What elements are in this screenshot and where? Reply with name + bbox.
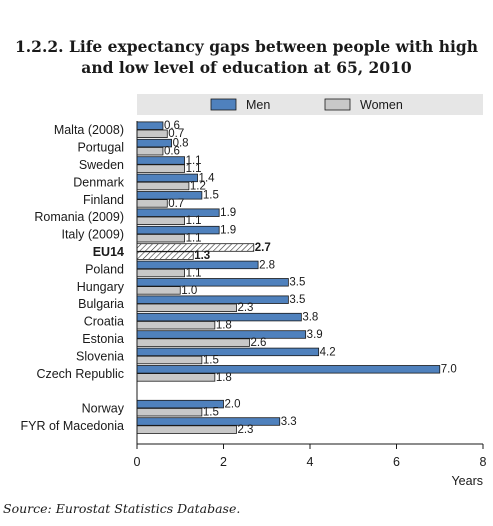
category-label-malta-2008: Malta (2008) bbox=[54, 123, 124, 137]
value-label-women-malta-2008: 0.7 bbox=[168, 128, 184, 140]
bar-women-malta-2008 bbox=[136, 129, 168, 138]
bar-women-czech-republic bbox=[136, 373, 216, 382]
bar-women-italy-2009 bbox=[136, 233, 185, 243]
value-label-women-estonia: 2.6 bbox=[250, 337, 266, 349]
bar-women-norway bbox=[136, 407, 203, 417]
x-tick-label-4: 4 bbox=[307, 455, 314, 469]
value-label-women-hungary: 1.0 bbox=[181, 285, 197, 297]
value-label-women-italy-2009: 1.1 bbox=[186, 233, 202, 245]
value-label-men-finland: 1.5 bbox=[203, 190, 219, 202]
value-label-men-denmark: 1.4 bbox=[199, 172, 216, 184]
bar-women-poland bbox=[136, 268, 185, 278]
legend-men-swatch bbox=[210, 98, 237, 111]
bar-men-bulgaria bbox=[136, 295, 289, 304]
chart-title-line-2: and low level of education at 65, 2010 bbox=[81, 58, 412, 77]
x-tick-label-0: 0 bbox=[134, 455, 141, 469]
value-label-men-croatia: 3.8 bbox=[302, 312, 318, 324]
bar-men-slovenia bbox=[136, 347, 320, 357]
bars-layer: 0.60.70.80.61.11.11.41.21.50.71.91.11.91… bbox=[136, 120, 457, 436]
bar-men-romania-2009 bbox=[136, 208, 220, 217]
value-label-men-estonia: 3.9 bbox=[307, 329, 323, 341]
bar-women-romania-2009 bbox=[136, 216, 185, 225]
bar-women-sweden bbox=[136, 164, 185, 173]
bar-women-portugal bbox=[136, 146, 164, 156]
chart-title-line-1: 1.2.2. Life expectancy gaps between peop… bbox=[15, 37, 478, 56]
value-label-women-eu14: 1.3 bbox=[194, 250, 210, 262]
value-label-women-czech-republic: 1.8 bbox=[216, 372, 232, 384]
bar-women-denmark bbox=[136, 181, 190, 191]
bar-men-italy-2009 bbox=[136, 225, 220, 235]
category-label-romania-2009: Romania (2009) bbox=[34, 210, 124, 224]
bar-men-fyr-of-macedonia bbox=[136, 417, 281, 426]
x-axis-ticks: 0 2 4 6 8 bbox=[134, 444, 487, 469]
bar-women-eu14 bbox=[136, 251, 194, 260]
value-label-men-sweden: 1.1 bbox=[186, 155, 202, 167]
value-label-women-romania-2009: 1.1 bbox=[186, 215, 202, 227]
category-label-croatia: Croatia bbox=[84, 315, 124, 329]
category-label-sweden: Sweden bbox=[79, 158, 124, 172]
x-tick-label-6: 6 bbox=[393, 455, 400, 469]
x-axis-label: Years bbox=[451, 474, 483, 488]
x-tick-label-2: 2 bbox=[220, 455, 227, 469]
value-label-men-malta-2008: 0.6 bbox=[164, 120, 180, 132]
category-label-fyr-of-macedonia: FYR of Macedonia bbox=[20, 419, 124, 433]
value-label-men-italy-2009: 1.9 bbox=[220, 225, 236, 237]
bar-men-sweden bbox=[136, 156, 185, 165]
value-label-men-norway: 2.0 bbox=[225, 399, 241, 411]
bar-men-estonia bbox=[136, 330, 307, 339]
legend-women-label: Women bbox=[360, 98, 403, 112]
bar-men-czech-republic bbox=[136, 365, 441, 374]
bar-men-denmark bbox=[136, 173, 198, 183]
value-label-men-poland: 2.8 bbox=[259, 259, 275, 271]
category-label-poland: Poland bbox=[85, 262, 124, 276]
category-label-italy-2009: Italy (2009) bbox=[61, 228, 124, 242]
value-label-men-eu14: 2.7 bbox=[255, 242, 271, 254]
value-label-women-finland: 0.7 bbox=[168, 198, 184, 210]
value-label-men-hungary: 3.5 bbox=[289, 277, 305, 289]
legend-band bbox=[137, 94, 483, 115]
chart-title: 1.2.2. Life expectancy gaps between peop… bbox=[0, 36, 493, 78]
bar-women-croatia bbox=[136, 320, 216, 330]
x-tick-label-8: 8 bbox=[480, 455, 487, 469]
category-label-czech-republic: Czech Republic bbox=[36, 367, 124, 381]
bar-women-bulgaria bbox=[136, 303, 237, 312]
value-label-women-bulgaria: 2.3 bbox=[237, 302, 253, 314]
value-label-men-bulgaria: 3.5 bbox=[289, 294, 305, 306]
value-label-men-romania-2009: 1.9 bbox=[220, 207, 236, 219]
value-label-women-slovenia: 1.5 bbox=[203, 354, 219, 366]
category-label-estonia: Estonia bbox=[82, 332, 124, 346]
bar-women-hungary bbox=[136, 286, 181, 295]
value-label-women-portugal: 0.6 bbox=[164, 146, 180, 158]
bar-men-hungary bbox=[136, 278, 289, 287]
category-label-finland: Finland bbox=[83, 193, 124, 207]
value-label-women-norway: 1.5 bbox=[203, 407, 219, 419]
category-label-slovenia: Slovenia bbox=[76, 349, 124, 363]
value-label-women-fyr-of-macedonia: 2.3 bbox=[237, 424, 253, 436]
value-label-men-czech-republic: 7.0 bbox=[441, 364, 457, 376]
bar-men-malta-2008 bbox=[136, 121, 164, 130]
category-label-eu14: EU14 bbox=[93, 245, 124, 259]
value-label-men-portugal: 0.8 bbox=[173, 138, 189, 150]
category-labels: Malta (2008) Portugal Sweden Denmark Finland… bbox=[20, 123, 124, 433]
legend-women-swatch bbox=[324, 98, 351, 111]
category-label-portugal: Portugal bbox=[77, 141, 124, 155]
bar-women-slovenia bbox=[136, 355, 203, 365]
bar-women-fyr-of-macedonia bbox=[136, 425, 237, 434]
value-label-women-denmark: 1.2 bbox=[190, 180, 206, 192]
value-label-men-slovenia: 4.2 bbox=[320, 346, 336, 358]
category-label-denmark: Denmark bbox=[73, 175, 124, 189]
bar-women-estonia bbox=[136, 338, 250, 347]
category-label-hungary: Hungary bbox=[77, 280, 125, 294]
source-note: Source: Eurostat Statistics Database. bbox=[3, 501, 241, 516]
category-label-bulgaria: Bulgaria bbox=[78, 297, 124, 311]
value-label-men-fyr-of-macedonia: 3.3 bbox=[281, 416, 297, 428]
value-label-women-sweden: 1.1 bbox=[186, 163, 202, 175]
value-label-women-poland: 1.1 bbox=[186, 267, 202, 279]
legend-men-label: Men bbox=[246, 98, 270, 112]
category-label-norway: Norway bbox=[82, 402, 125, 416]
bar-women-finland bbox=[136, 199, 168, 208]
value-label-women-croatia: 1.8 bbox=[216, 320, 232, 332]
